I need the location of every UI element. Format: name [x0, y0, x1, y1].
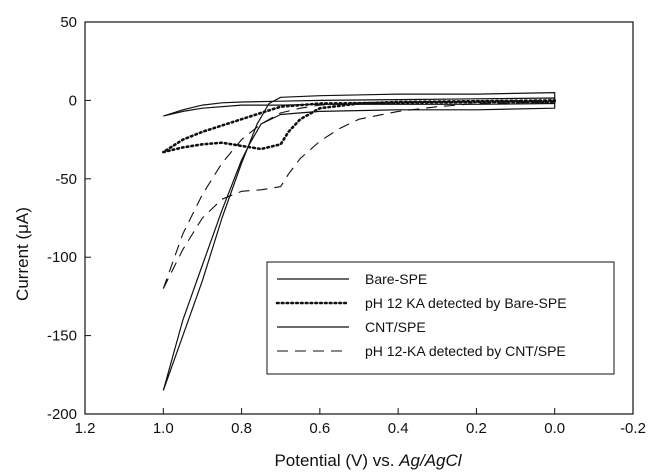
y-tick-label: -150 [47, 328, 77, 345]
x-tick-label: 0.2 [466, 420, 487, 437]
x-axis-title-reference: Ag/AgCl [398, 451, 463, 470]
x-axis-title: Potential (V) vs. Ag/AgCl [274, 451, 462, 470]
x-tick-label: 0.4 [388, 420, 409, 437]
y-tick-label: -200 [47, 406, 77, 423]
x-tick-label: 1.2 [75, 420, 96, 437]
x-tick-label: 0.0 [544, 420, 565, 437]
legend-box [266, 261, 615, 375]
series-line-2 [162, 99, 557, 154]
x-tick-label: -0.2 [620, 420, 646, 437]
legend-label-1: Bare-SPE [365, 271, 427, 287]
series-line-3 [162, 91, 556, 391]
y-tick-label: -50 [55, 171, 77, 188]
axis-ticks: 1.2 1.0 0.8 0.6 0.4 0.2 0.0 -0.2 50 0 -50 -100 -150 -… [47, 14, 646, 437]
x-axis-title-main: Potential (V) vs. [274, 451, 399, 470]
x-tick-label: 0.6 [309, 420, 330, 437]
x-tick-label: 1.0 [153, 420, 174, 437]
legend-label-2: pH 12 KA detected by Bare-SPE [365, 295, 567, 311]
plot-frame [84, 21, 634, 415]
y-tick-label: 50 [60, 14, 77, 31]
y-tick-label: 0 [69, 92, 77, 109]
legend-label-4: pH 12-KA detected by CNT/SPE [365, 343, 566, 359]
legend-label-3: CNT/SPE [365, 319, 426, 335]
y-axis-title: Current (μA) [13, 207, 32, 301]
x-tick-label: 0.8 [231, 420, 252, 437]
y-tick-label: -100 [47, 249, 77, 266]
plot-area [84, 21, 634, 415]
series-line-4 [162, 99, 556, 289]
legend: Bare-SPE pH 12 KA detected by Bare-SPE CNT… [266, 261, 615, 375]
